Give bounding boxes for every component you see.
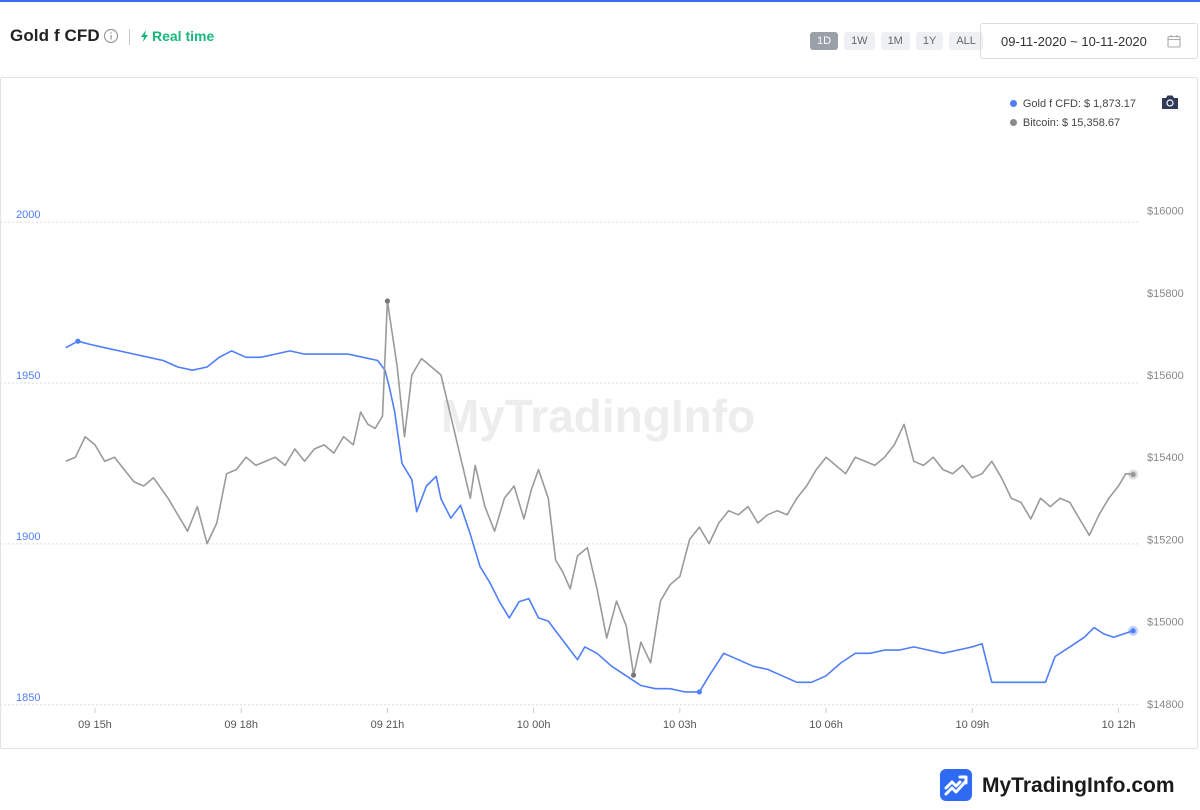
lightning-icon xyxy=(141,30,148,42)
brand-name: MyTradingInfo.com xyxy=(982,774,1175,797)
camera-icon[interactable] xyxy=(1160,93,1180,111)
legend-item-bitcoin[interactable]: Bitcoin: $ 15,358.67 xyxy=(1009,113,1136,132)
date-range-picker[interactable]: 09-11-2020 ~ 10-11-2020 xyxy=(980,23,1198,59)
top-accent-line xyxy=(0,0,1200,2)
legend-label-gold: Gold f CFD: $ 1,873.17 xyxy=(1022,97,1136,110)
header-separator xyxy=(129,29,130,45)
footer-logo[interactable]: MyTradingInfo.com xyxy=(940,768,1180,804)
legend-swatch-gold xyxy=(1009,100,1017,107)
range-1m-button[interactable]: 1M xyxy=(880,32,910,50)
range-1w-button[interactable]: 1W xyxy=(844,32,875,50)
brand-logo-icon xyxy=(940,769,972,801)
range-1y-button[interactable]: 1Y xyxy=(915,32,944,50)
chart-legend: Gold f CFD: $ 1,873.17 Bitcoin: $ 15,358… xyxy=(1009,94,1136,132)
date-range-text: 09-11-2020 ~ 10-11-2020 xyxy=(1001,34,1147,49)
range-1d-button[interactable]: 1D xyxy=(810,32,839,50)
calendar-icon xyxy=(1167,35,1181,48)
realtime-label: Real time xyxy=(152,28,215,44)
range-selector: 1D 1W 1M 1Y ALL xyxy=(810,32,983,50)
chart-header: Gold f CFD Real time 1D 1W 1M 1Y ALL 09-… xyxy=(0,2,1200,76)
realtime-indicator: Real time xyxy=(140,28,214,44)
legend-label-bitcoin: Bitcoin: $ 15,358.67 xyxy=(1022,116,1121,129)
range-all-button[interactable]: ALL xyxy=(949,32,983,50)
chart-container xyxy=(0,77,1198,749)
legend-item-gold[interactable]: Gold f CFD: $ 1,873.17 xyxy=(1009,94,1136,113)
info-icon[interactable] xyxy=(103,28,119,44)
legend-swatch-bitcoin xyxy=(1009,119,1017,126)
page-title: Gold f CFD xyxy=(10,26,100,45)
